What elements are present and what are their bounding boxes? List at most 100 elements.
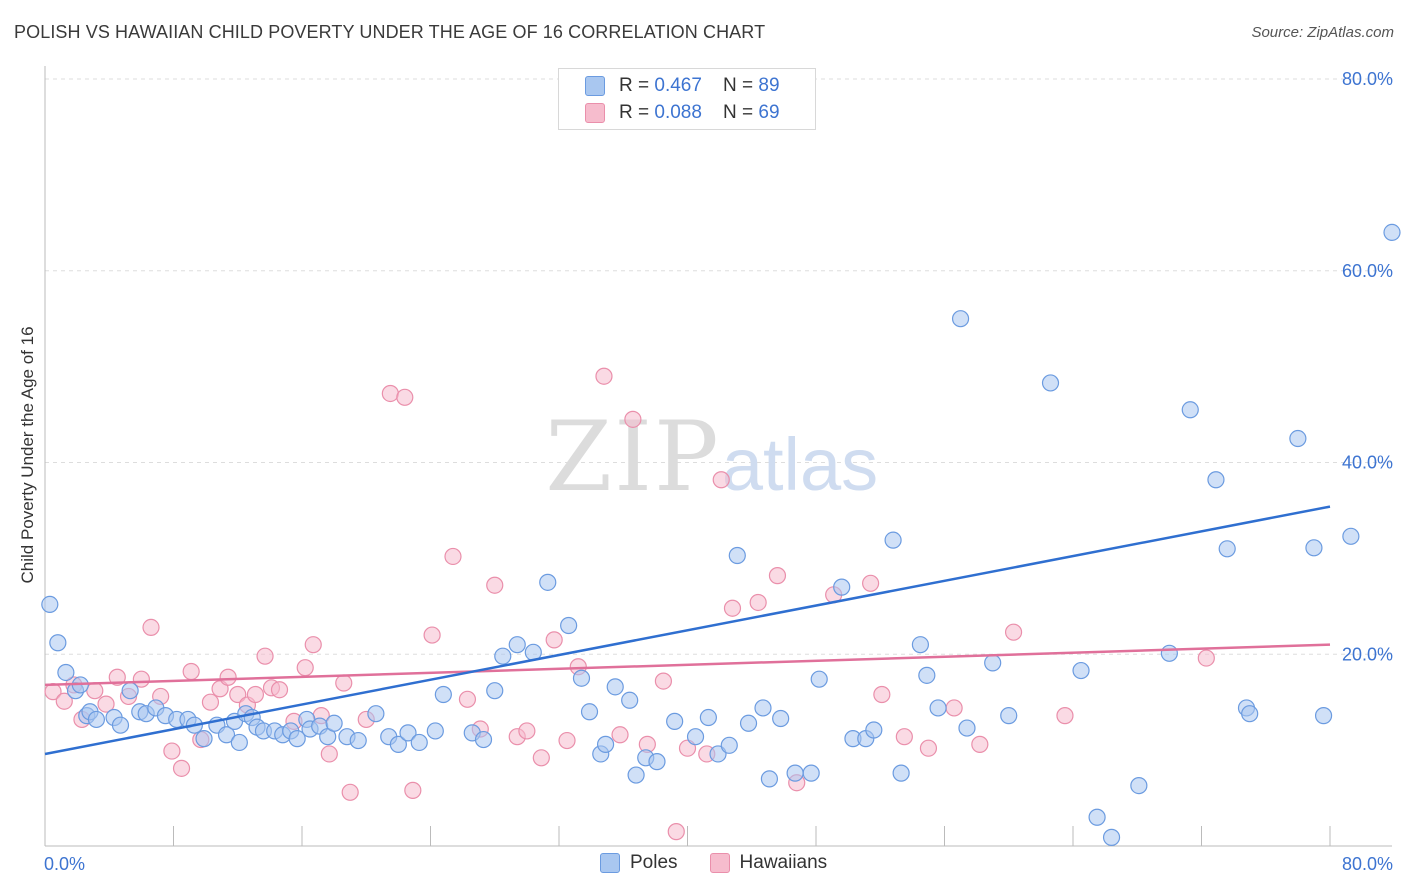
- hawaiians-point: [486, 576, 504, 594]
- hawaiians-point: [341, 783, 359, 801]
- hawaiians-n-label: N =: [723, 102, 759, 123]
- poles-point: [606, 678, 624, 696]
- hawaiians-point: [396, 388, 414, 406]
- stats-legend: R = 0.467 N = 89 R = 0.088 N = 69: [558, 68, 816, 130]
- hawaiians-point: [55, 692, 73, 710]
- poles-point: [389, 735, 407, 753]
- y-tick-label: 20.0%: [1342, 644, 1393, 664]
- poles-point: [486, 682, 504, 700]
- hawaiians-point: [304, 636, 322, 654]
- hawaiians-point: [654, 672, 673, 690]
- hawaiians-point: [246, 685, 265, 704]
- poles-point: [288, 730, 306, 748]
- poles-point: [648, 753, 666, 771]
- poles-point: [984, 654, 1002, 672]
- watermark-atlas: atlas: [722, 423, 878, 506]
- poles-point: [1088, 808, 1106, 826]
- hawaiians-point: [320, 745, 338, 763]
- poles-point: [1160, 644, 1178, 662]
- poles-point: [739, 714, 758, 732]
- poles-point: [49, 634, 67, 652]
- hawaiians-point: [1004, 623, 1023, 641]
- hawaiians-point: [971, 735, 989, 753]
- poles-point: [1289, 429, 1307, 448]
- hawaiians-point: [458, 690, 477, 708]
- poles-point: [230, 733, 248, 752]
- poles-point: [911, 636, 930, 654]
- x-tick-label: 0.0%: [44, 854, 85, 874]
- hawaiians-point: [296, 659, 314, 677]
- poles-point: [951, 310, 970, 328]
- hawaiians-point: [444, 547, 462, 566]
- hawaiians-point: [558, 731, 576, 750]
- hawaiians-point: [423, 626, 441, 644]
- poles-point: [1041, 374, 1060, 392]
- hawaiians-point: [768, 567, 787, 585]
- poles-point: [1181, 401, 1199, 419]
- hawaiians-point: [182, 662, 200, 681]
- poles-point: [686, 728, 705, 746]
- poles-point: [892, 764, 910, 782]
- hawaiians-point: [945, 699, 963, 717]
- hawaiians-trend-line: [44, 643, 1331, 687]
- poles-point: [760, 770, 779, 788]
- hawaiians-point: [624, 410, 642, 428]
- y-tick-label: 60.0%: [1342, 261, 1393, 281]
- poles-point: [474, 730, 493, 749]
- hawaiians-stats-text: R = 0.088 N = 69: [619, 102, 780, 124]
- poles-swatch: [585, 76, 605, 96]
- poles-point: [720, 736, 738, 754]
- poles-point: [367, 705, 385, 723]
- hawaiians-point: [256, 647, 274, 665]
- poles-point: [728, 546, 746, 565]
- hawaiians-swatch: [585, 103, 605, 123]
- y-tick-label: 40.0%: [1342, 453, 1393, 473]
- poles-point: [572, 669, 591, 687]
- hawaiians-point: [532, 749, 550, 767]
- poles-trend-line: [44, 505, 1331, 756]
- hawaiians-point: [667, 823, 685, 841]
- hawaiians-point: [595, 367, 613, 385]
- poles-point: [772, 709, 790, 728]
- poles-point: [627, 766, 645, 784]
- poles-point: [621, 691, 639, 709]
- hawaiians-point: [201, 693, 220, 711]
- poles-point: [1000, 707, 1018, 725]
- poles-point: [918, 666, 936, 684]
- poles-point: [41, 595, 59, 613]
- y-tick-label: 80.0%: [1342, 69, 1393, 89]
- legend-item-poles[interactable]: Poles: [600, 852, 678, 874]
- poles-point: [434, 685, 452, 704]
- hawaiians-point: [219, 668, 237, 686]
- hawaiians-point: [163, 742, 181, 760]
- poles-point: [217, 726, 236, 744]
- tick-labels: 20.0% 40.0% 60.0% 80.0% 0.0% 80.0%: [44, 69, 1393, 874]
- source-label: Source: ZipAtlas.com: [1251, 24, 1394, 41]
- hawaiians-r-value: 0.088: [654, 102, 702, 123]
- poles-point: [426, 722, 444, 740]
- hawaiians-point: [545, 631, 563, 649]
- hawaiians-point: [862, 574, 880, 592]
- poles-point: [596, 735, 615, 753]
- poles-point: [399, 724, 417, 742]
- hawaiians-point: [518, 722, 536, 740]
- poles-point: [810, 670, 828, 688]
- legend-hawaiians-label: Hawaiians: [739, 852, 828, 873]
- axes: [44, 66, 1392, 847]
- poles-point: [865, 721, 883, 739]
- watermark: ZIP atlas: [545, 401, 878, 513]
- poles-point: [410, 733, 428, 752]
- poles-point: [1305, 539, 1323, 557]
- poles-point: [1342, 527, 1360, 545]
- poles-point: [666, 712, 684, 730]
- legend-item-hawaiians[interactable]: Hawaiians: [709, 852, 828, 874]
- hawaiians-point: [381, 384, 399, 403]
- series-poles: [41, 223, 1401, 846]
- poles-r-label: R =: [619, 75, 655, 96]
- chart-title: POLISH VS HAWAIIAN CHILD POVERTY UNDER T…: [14, 22, 766, 42]
- hawaiians-point: [895, 728, 913, 746]
- hawaiians-r-label: R =: [619, 102, 655, 123]
- poles-point: [1207, 471, 1225, 489]
- trend-lines: [44, 505, 1331, 756]
